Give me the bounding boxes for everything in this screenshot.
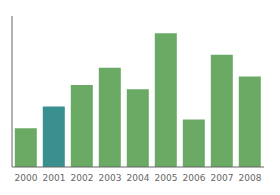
svg-text:2001: 2001	[43, 173, 66, 183]
svg-text:2004: 2004	[127, 173, 150, 183]
svg-text:2006: 2006	[183, 173, 206, 183]
svg-text:2008: 2008	[239, 173, 262, 183]
svg-text:2003: 2003	[99, 173, 122, 183]
svg-text:2007: 2007	[211, 173, 234, 183]
svg-text:2002: 2002	[71, 173, 94, 183]
svg-text:2005: 2005	[155, 173, 178, 183]
svg-text:2000: 2000	[15, 173, 38, 183]
